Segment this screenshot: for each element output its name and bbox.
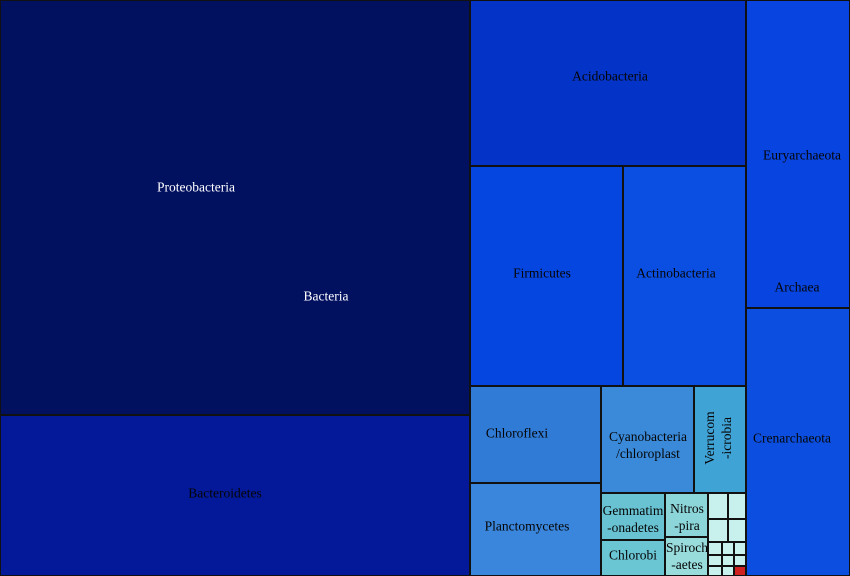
treemap-tile-bacteroidetes: [0, 415, 470, 576]
treemap-tile-other8: [708, 555, 722, 566]
treemap-tile-other6: [722, 542, 734, 555]
treemap-tile-acidobacteria: [470, 0, 746, 166]
treemap-tile-spirochaetes: [665, 537, 708, 576]
treemap-label-euryarchaeota: Euryarchaeota: [763, 147, 841, 163]
treemap-label-crenarchaeota: Crenarchaeota: [753, 430, 831, 446]
treemap-tile-cyanobacteria: [601, 386, 694, 493]
treemap-group-label-archaea: Archaea: [774, 279, 820, 295]
treemap-label-planctomycetes: Planctomycetes: [484, 518, 570, 534]
treemap-label-actinobacteria: Actinobacteria: [636, 265, 716, 281]
treemap-tile-planctomycetes: [470, 483, 601, 576]
treemap-label-gemmatimonadetes: Gemmatim -onadetes: [602, 503, 664, 535]
treemap-tile-other11: [708, 566, 722, 576]
treemap-tile-firmicutes: [470, 166, 623, 386]
treemap-tile-other7: [734, 542, 746, 555]
treemap-tile-other2: [728, 493, 746, 519]
treemap-tile-other10: [734, 555, 746, 566]
treemap-label-verrucomicrobia: Verrucom -icrobia: [702, 411, 734, 465]
treemap-tile-verrucomicrobia: [694, 386, 746, 493]
treemap-label-firmicutes: Firmicutes: [513, 265, 571, 281]
treemap-tile-nitrospira: [665, 493, 708, 537]
treemap-tile-other13: [734, 566, 746, 576]
treemap-label-nitrospira: Nitros -pira: [670, 501, 704, 533]
treemap-label-proteobacteria: Proteobacteria: [157, 179, 235, 195]
treemap-tile-gemmatimonadetes: [601, 493, 665, 540]
treemap-tile-other12: [722, 566, 734, 576]
treemap-tile-chloroflexi: [470, 386, 601, 483]
treemap-tile-euryarchaeota: [746, 0, 850, 308]
treemap-label-cyanobacteria: Cyanobacteria /chloroplast: [609, 429, 687, 461]
treemap-label-spirochaetes: Spiroch -aetes: [666, 540, 708, 572]
treemap-label-chlorobi: Chlorobi: [608, 547, 658, 563]
treemap-tile-proteobacteria: [0, 0, 470, 415]
treemap-tile-other3: [708, 519, 728, 542]
treemap-tile-other9: [722, 555, 734, 566]
treemap-label-chloroflexi: Chloroflexi: [485, 425, 549, 441]
treemap-tile-actinobacteria: [623, 166, 746, 386]
treemap-tile-chlorobi: [601, 540, 665, 576]
treemap-label-acidobacteria: Acidobacteria: [572, 68, 648, 84]
treemap-tile-other1: [708, 493, 728, 519]
treemap-tile-other4: [728, 519, 746, 542]
treemap-group-label-bacteria: Bacteria: [303, 288, 349, 304]
treemap-label-bacteroidetes: Bacteroidetes: [188, 485, 262, 501]
treemap-tile-other5: [708, 542, 722, 555]
